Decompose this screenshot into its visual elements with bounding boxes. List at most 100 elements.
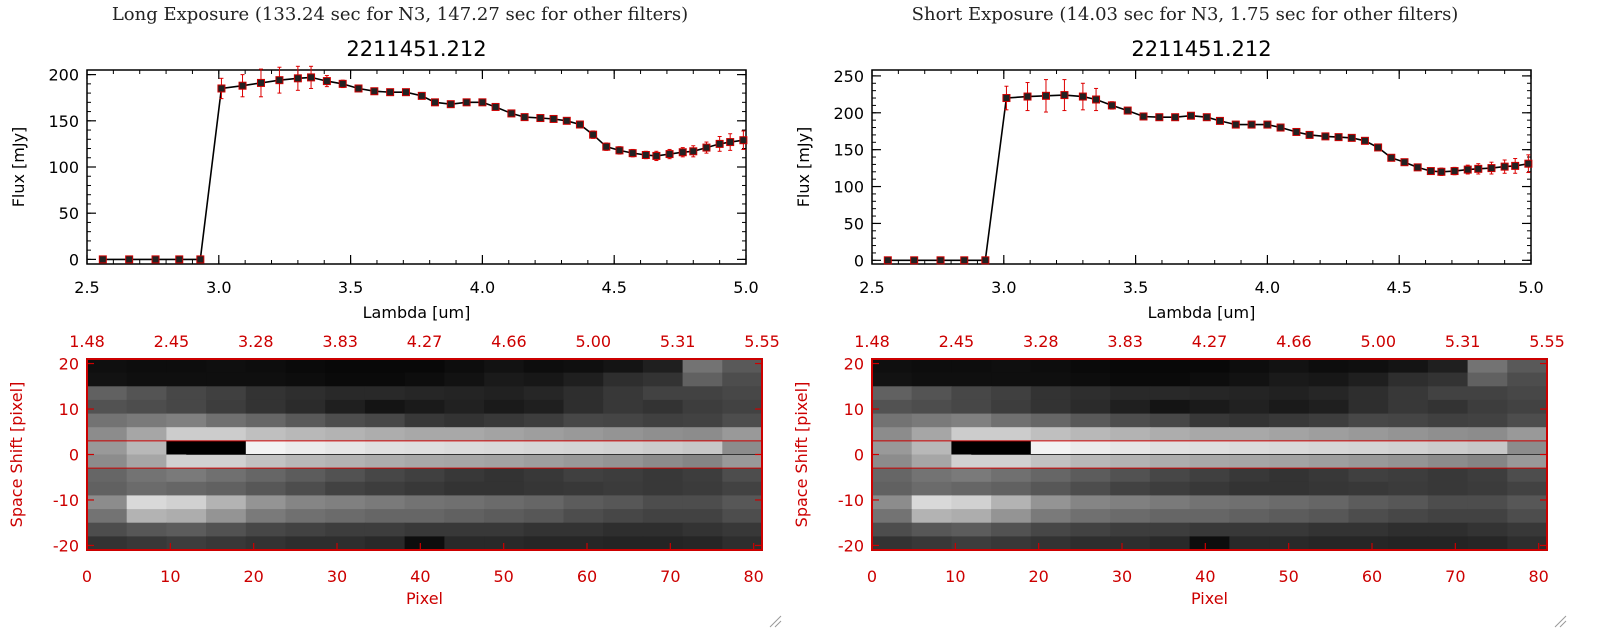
image-cell [1388, 413, 1429, 428]
image-cell [722, 399, 763, 415]
image-cell [1467, 413, 1508, 428]
image-cell [126, 372, 167, 387]
image-cell [325, 440, 366, 456]
x-tick-label: 0 [82, 567, 92, 586]
image-cell [1507, 359, 1548, 374]
image-cell [1269, 454, 1310, 469]
image-cell [87, 454, 128, 469]
resize-grip-icon[interactable] [1553, 614, 1567, 628]
data-point [1400, 158, 1409, 167]
image-cell [364, 427, 406, 442]
image-cell [1388, 386, 1429, 401]
image-cell [1467, 495, 1508, 510]
x-tick-label: 60 [577, 567, 597, 586]
image-cell [166, 427, 207, 442]
image-cell [1189, 386, 1230, 401]
image-cell [1149, 454, 1191, 469]
image-cell [87, 386, 128, 401]
image-cell [1427, 468, 1469, 483]
image-cell [484, 427, 525, 442]
image-cell [166, 454, 207, 469]
image-cell [444, 440, 485, 456]
image-cell [603, 454, 644, 469]
image-cell [166, 495, 207, 510]
x-tick-label: 0 [867, 567, 877, 586]
image-cell [126, 468, 167, 483]
spectral-image: 1.48 2.45 3.28 3.83 4.27 4.66 5.00 5.31 5.55 0 10 2… [792, 332, 1565, 608]
data-point [1041, 91, 1050, 100]
y-tick-label: -20 [53, 536, 79, 555]
image-cell [682, 509, 723, 524]
image-cell [1467, 468, 1508, 483]
image-cell [1030, 413, 1072, 428]
data-point [98, 255, 107, 264]
data-point [338, 79, 347, 88]
image-cell [642, 536, 684, 551]
image-cell [1507, 522, 1548, 537]
x-tick-label: 10 [160, 567, 180, 586]
image-cell [1149, 372, 1191, 387]
image-cell [603, 440, 644, 456]
image-cell [206, 440, 247, 456]
image-cell [404, 495, 445, 510]
image-cell [911, 399, 952, 415]
image-cell [1308, 481, 1350, 496]
top-tick-label: 2.45 [154, 332, 190, 351]
image-cell [1427, 509, 1469, 524]
image-cell [1189, 454, 1230, 469]
image-cell [87, 440, 128, 456]
image-cell [1070, 509, 1111, 524]
y-tick-label: 0 [69, 250, 79, 269]
image-cell [245, 481, 287, 496]
data-point [370, 87, 379, 96]
image-cell [325, 427, 366, 442]
image-cell [1467, 440, 1508, 456]
flux-series-line [102, 76, 744, 261]
image-cell [523, 399, 565, 415]
x-tick-label: 3.5 [338, 278, 363, 297]
image-cell [245, 386, 287, 401]
image-cell [206, 522, 247, 537]
image-cell [206, 427, 247, 442]
y-tick-label: 150 [833, 141, 864, 160]
image-cell [1348, 522, 1389, 537]
image-cell [911, 440, 952, 456]
image-cell [1308, 454, 1350, 469]
data-point [910, 256, 919, 265]
data-point [430, 98, 439, 107]
image-cell [444, 359, 485, 374]
image-cell [87, 359, 128, 374]
image-cell [87, 522, 128, 537]
image-cell [682, 522, 723, 537]
image-cell [642, 509, 684, 524]
data-point [217, 84, 226, 93]
data-point [1002, 94, 1011, 103]
image-cell [1110, 440, 1151, 456]
image-cell [1110, 495, 1151, 510]
image-cell [991, 495, 1032, 510]
image-cell [166, 481, 207, 496]
data-point [615, 146, 624, 155]
image-cell [682, 440, 723, 456]
image-cell [484, 509, 525, 524]
data-point [1437, 167, 1446, 176]
image-cell [87, 536, 128, 551]
resize-grip-icon[interactable] [768, 614, 782, 628]
image-cell [951, 481, 992, 496]
data-point [151, 255, 160, 264]
image-cell [603, 413, 644, 428]
image-cell [1110, 522, 1151, 537]
y-axis-label: Space Shift [pixel] [792, 382, 811, 528]
y-tick-label: 0 [854, 446, 864, 465]
image-cell [1189, 495, 1230, 510]
image-cell [1427, 481, 1469, 496]
image-cell [1427, 399, 1469, 415]
image-cell [245, 399, 287, 415]
x-tick-label: 70 [1445, 567, 1465, 586]
image-cell [1149, 440, 1191, 456]
image-cell [911, 427, 952, 442]
data-point [1292, 127, 1301, 136]
image-cell [1269, 468, 1310, 483]
image-cell [642, 522, 684, 537]
image-cell [166, 440, 207, 456]
